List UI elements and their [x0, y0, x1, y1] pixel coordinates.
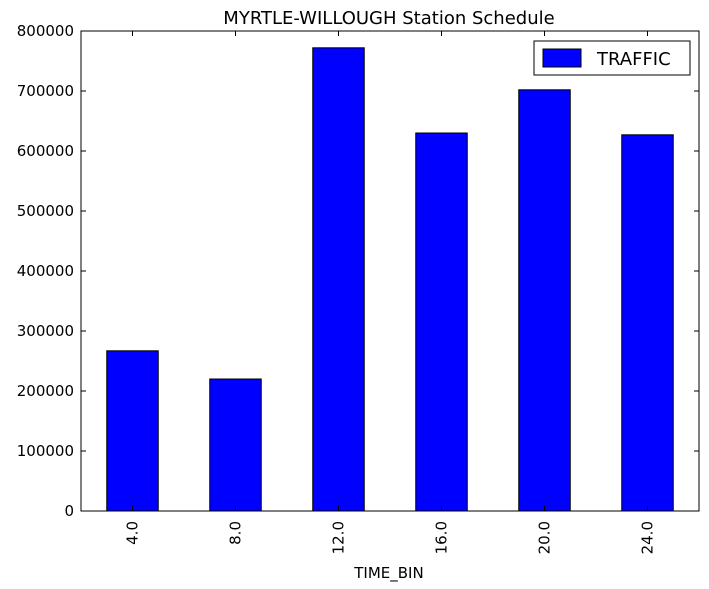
x-tick-label: 24.0 — [639, 521, 657, 554]
chart-title: MYRTLE-WILLOUGH Station Schedule — [223, 8, 554, 29]
bar-24.0 — [621, 134, 674, 512]
y-tick-label: 200000 — [17, 382, 74, 400]
bar-20.0 — [518, 89, 571, 512]
bar-4.0 — [106, 350, 159, 512]
y-tick-label: 400000 — [17, 262, 74, 280]
x-tick-label: 20.0 — [536, 521, 554, 554]
y-tick-label: 100000 — [17, 442, 74, 460]
x-axis-label: TIME_BIN — [353, 564, 423, 583]
x-tick-label: 4.0 — [124, 521, 142, 545]
x-tick-label: 8.0 — [227, 521, 245, 545]
y-tick-label: 600000 — [17, 142, 74, 160]
x-tick-label: 12.0 — [330, 521, 348, 554]
legend-swatch-traffic — [542, 48, 582, 68]
bars-group — [106, 47, 674, 512]
bar-16.0 — [415, 132, 468, 512]
y-tick-label: 500000 — [17, 202, 74, 220]
bar-12.0 — [312, 47, 365, 512]
legend: TRAFFIC — [533, 40, 691, 76]
y-tick-label: 800000 — [17, 22, 74, 40]
y-tick-label: 700000 — [17, 82, 74, 100]
x-tick-label: 16.0 — [433, 521, 451, 554]
bar-8.0 — [209, 378, 262, 512]
plot-frame — [80, 30, 700, 512]
legend-label-traffic: TRAFFIC — [596, 49, 671, 70]
y-tick-label: 300000 — [17, 322, 74, 340]
ticks-group: 4.0 8.0 12.0 16.0 20.0 24.0 0 100000 200000 30000… — [17, 22, 699, 554]
y-tick-label: 0 — [64, 502, 74, 520]
